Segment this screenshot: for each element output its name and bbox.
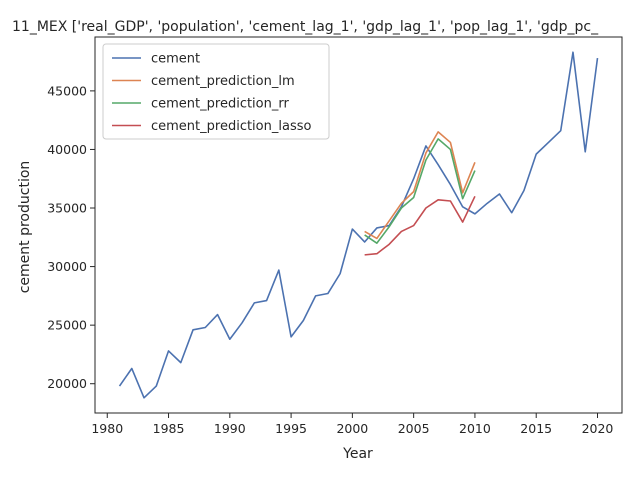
series-line-cement	[118, 51, 599, 399]
x-tick-label: 1990	[214, 421, 246, 436]
y-axis-label: cement production	[17, 161, 33, 294]
x-tick-label: 1995	[275, 421, 307, 436]
x-tick-label: 2010	[459, 421, 491, 436]
x-tick-label: 2020	[582, 421, 614, 436]
series-line-cement-prediction-lasso	[364, 195, 476, 256]
y-tick-label: 40000	[47, 142, 87, 157]
x-tick-label: 2015	[520, 421, 552, 436]
x-axis-label: Year	[342, 446, 373, 462]
legend-box	[102, 43, 330, 140]
legend-label: cement_prediction_lm	[151, 74, 295, 89]
y-tick-label: 25000	[47, 318, 87, 333]
plot-frame	[94, 36, 623, 414]
legend-label: cement	[151, 52, 200, 67]
y-tick-label: 45000	[47, 83, 87, 98]
chart-title: 11_MEX ['real_GDP', 'population', 'cemen…	[12, 19, 599, 35]
y-tick-label: 35000	[47, 201, 87, 216]
x-tick-label: 2005	[398, 421, 430, 436]
y-tick-label: 30000	[47, 259, 87, 274]
legend: cement cement_prediction_lm cement_predict…	[102, 43, 330, 140]
legend-label: cement_prediction_lasso	[151, 119, 311, 134]
x-tick-label: 1985	[153, 421, 185, 436]
series-line-cement-prediction-rr	[364, 138, 476, 244]
plot-area: 1980 1985 1990 1995 2000 2005 2010 2015 2020 2000…	[47, 36, 623, 436]
series-line-cement-prediction-lm	[364, 131, 476, 240]
y-tick-label: 20000	[47, 376, 87, 391]
x-tick-label: 2000	[336, 421, 368, 436]
x-tick-label: 1980	[91, 421, 123, 436]
legend-label: cement_prediction_rr	[151, 97, 289, 112]
